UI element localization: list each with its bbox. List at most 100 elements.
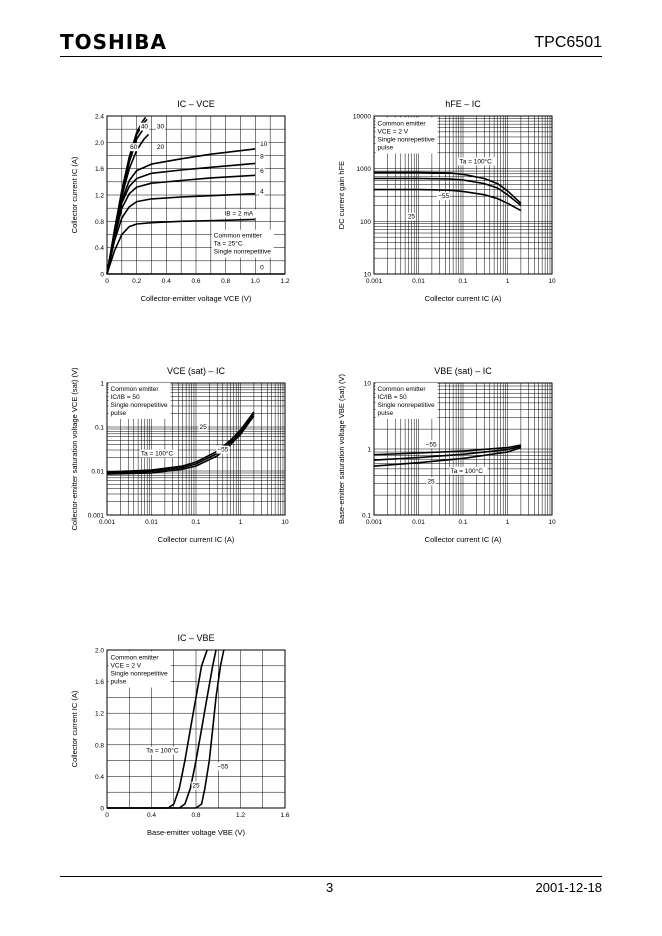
curve-label: −55 bbox=[438, 193, 449, 200]
x-tick-label: 0.01 bbox=[412, 278, 425, 285]
note-line: Common emitter bbox=[111, 654, 160, 661]
curve-label: −55 bbox=[217, 764, 228, 771]
curve-label-bg bbox=[216, 445, 230, 454]
y-tick-label: 0.01 bbox=[91, 469, 104, 476]
x-tick-label: 10 bbox=[548, 278, 556, 285]
curve-label: 25 bbox=[427, 478, 435, 485]
series-line bbox=[106, 411, 255, 473]
y-tick-label: 2.0 bbox=[95, 648, 104, 655]
curve-label: 30 bbox=[157, 124, 165, 131]
y-tick-label: 0 bbox=[100, 272, 104, 279]
series-line bbox=[106, 218, 256, 275]
curve-label-bg bbox=[424, 440, 438, 449]
x-axis-label: Collector current IC (A) bbox=[425, 535, 502, 544]
y-tick-label: 2.4 bbox=[95, 114, 104, 121]
curve-label: IB = 2 mA bbox=[224, 211, 253, 218]
series-line bbox=[107, 649, 208, 809]
footer-date: 2001-12-18 bbox=[535, 880, 603, 895]
x-axis-label: Collector-emitter voltage VCE (V) bbox=[141, 294, 252, 303]
note-line: pulse bbox=[378, 410, 394, 417]
y-axis-label: Collector current IC (A) bbox=[70, 156, 79, 233]
y-tick-label: 1 bbox=[367, 447, 371, 454]
curve-label-bg bbox=[155, 122, 166, 131]
y-tick-label: 0.001 bbox=[88, 513, 105, 520]
y-axis-label: Collector current IC (A) bbox=[70, 690, 79, 767]
curve-label-bg bbox=[198, 423, 208, 432]
footer-rule bbox=[60, 876, 602, 877]
series-line bbox=[107, 649, 225, 809]
note-line: VCE = 2 V bbox=[111, 662, 142, 669]
y-tick-label: 0.8 bbox=[95, 742, 104, 749]
curve-label: Ta = 100°C bbox=[141, 450, 174, 458]
series-line bbox=[374, 171, 522, 204]
curve-label-bg bbox=[259, 187, 265, 196]
chart-title: hFE – IC bbox=[445, 99, 481, 109]
curve-label-bg bbox=[155, 143, 166, 152]
curve-label: 25 bbox=[200, 424, 208, 431]
note-box bbox=[108, 382, 171, 419]
curve-label: 8 bbox=[260, 154, 264, 161]
note-line: Common emitter bbox=[214, 233, 263, 240]
x-tick-label: 1 bbox=[506, 519, 510, 526]
note-line: Ta = 25°C bbox=[214, 240, 243, 248]
curve-label-bg bbox=[216, 762, 230, 771]
note-line: pulse bbox=[378, 144, 394, 151]
curve-label-bg bbox=[437, 192, 450, 201]
x-tick-label: 0.8 bbox=[221, 278, 230, 285]
curve-label: −55 bbox=[217, 447, 228, 454]
curve-label-bg bbox=[139, 122, 150, 131]
curve-label: 6 bbox=[260, 168, 264, 175]
series-line bbox=[373, 446, 522, 467]
note-line: Common emitter bbox=[111, 386, 160, 393]
note-line: IC/IB = 50 bbox=[378, 394, 407, 401]
curve-label-bg bbox=[259, 152, 265, 161]
curve-label-bg bbox=[139, 449, 178, 458]
curve-label-bg bbox=[259, 166, 265, 175]
series-line bbox=[107, 649, 217, 809]
curve-label-bg bbox=[259, 263, 265, 272]
x-tick-label: 10 bbox=[281, 519, 289, 526]
brand-logo: TOSHIBA bbox=[60, 30, 167, 54]
x-tick-label: 1.2 bbox=[280, 278, 289, 285]
curve-label-bg bbox=[191, 781, 201, 790]
note-line: Single nonrepetitive bbox=[214, 249, 271, 256]
x-tick-label: 10 bbox=[548, 519, 556, 526]
note-line: Single nonrepetitive bbox=[378, 136, 435, 143]
y-tick-label: 0 bbox=[100, 806, 104, 813]
series-line bbox=[106, 415, 255, 475]
y-tick-label: 1000 bbox=[357, 166, 372, 173]
note-line: IC/IB = 50 bbox=[111, 394, 140, 401]
series-line bbox=[373, 445, 522, 461]
y-tick-label: 1 bbox=[100, 381, 104, 388]
note-box bbox=[108, 651, 171, 688]
curve-label: 20 bbox=[157, 144, 165, 151]
note-box bbox=[375, 382, 438, 419]
series-line bbox=[373, 444, 522, 456]
x-tick-label: 0.4 bbox=[147, 812, 156, 819]
series-line bbox=[106, 116, 147, 275]
y-tick-label: 10000 bbox=[353, 114, 371, 121]
chart-title: VCE (sat) – IC bbox=[167, 366, 226, 376]
series-line bbox=[374, 177, 522, 207]
curve-label: Ta = 100°C bbox=[451, 467, 484, 475]
note-box bbox=[211, 229, 274, 258]
curve-label-bg bbox=[223, 209, 258, 218]
x-tick-label: 1.2 bbox=[236, 812, 245, 819]
curve-label: 10 bbox=[260, 141, 268, 148]
note-line: VCE = 2 V bbox=[378, 128, 409, 135]
curve-label: 0 bbox=[260, 264, 264, 271]
x-tick-label: 1.0 bbox=[251, 278, 260, 285]
x-tick-label: 0.01 bbox=[412, 519, 425, 526]
curve-label-bg bbox=[259, 140, 269, 149]
x-tick-label: 0.4 bbox=[162, 278, 171, 285]
y-axis-label: DC current gain hFE bbox=[337, 161, 346, 229]
note-line: pulse bbox=[111, 410, 127, 417]
x-tick-label: 0.2 bbox=[132, 278, 141, 285]
curve-label: 25 bbox=[192, 782, 200, 789]
curve-label-bg bbox=[458, 157, 497, 166]
y-tick-label: 0.8 bbox=[95, 219, 104, 226]
x-tick-label: 0.01 bbox=[145, 519, 158, 526]
y-tick-label: 2.0 bbox=[95, 140, 104, 147]
